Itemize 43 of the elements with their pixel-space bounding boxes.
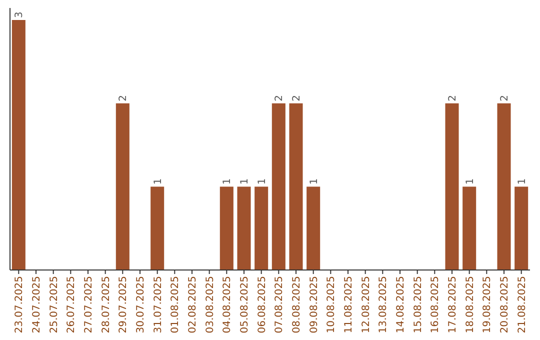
x-tick-label: 30.07.2025 [136, 276, 146, 334]
data-label: 3 [14, 12, 26, 18]
x-tick-label: 19.08.2025 [482, 276, 494, 334]
x-tick-label: 05.08.2025 [240, 276, 250, 334]
data-label: 2 [448, 94, 458, 102]
data-label: 1 [222, 178, 234, 185]
x-tick-label: 12.08.2025 [360, 276, 372, 334]
x-tick-label: 31.07.2025 [152, 276, 164, 334]
x-tick-label: 13.08.2025 [378, 276, 390, 334]
x-tick-label: 14.08.2025 [396, 276, 406, 334]
x-tick-label: 25.07.2025 [48, 276, 60, 334]
x-tick-label: 11.08.2025 [344, 276, 354, 334]
x-tick-label: 26.07.2025 [66, 276, 78, 334]
x-tick-label: 08.08.2025 [292, 276, 302, 334]
x-tick-label: 16.08.2025 [430, 276, 442, 334]
x-tick-label: 06.08.2025 [256, 276, 268, 334]
x-tick-label: 07.08.2025 [274, 276, 286, 334]
x-tick-label: 17.08.2025 [448, 276, 458, 334]
data-label: 1 [308, 178, 320, 185]
x-tick-label: 29.07.2025 [118, 276, 130, 334]
data-label: 2 [500, 94, 510, 102]
x-tick-label: 04.08.2025 [222, 276, 234, 334]
x-tick-label: 15.08.2025 [412, 276, 424, 334]
data-label: 1 [152, 178, 164, 185]
x-tick-label: 03.08.2025 [204, 276, 216, 334]
x-tick-label: 24.07.2025 [32, 276, 42, 334]
x-tick-label: 10.08.2025 [326, 276, 338, 334]
x-tick-label: 28.07.2025 [100, 276, 112, 334]
x-tick-label: 01.08.2025 [170, 276, 182, 334]
x-tick-label: 09.08.2025 [308, 276, 320, 334]
data-label: 2 [292, 94, 302, 102]
data-label: 1 [516, 178, 528, 185]
x-tick-label: 21.08.2025 [516, 276, 528, 334]
data-label: 1 [240, 178, 250, 185]
x-tick-label: 27.07.2025 [84, 276, 94, 334]
data-label: 1 [464, 178, 476, 185]
x-tick-label: 02.08.2025 [188, 276, 198, 334]
data-label: 2 [274, 94, 286, 102]
x-tick-label: 20.08.2025 [500, 276, 510, 334]
x-tick-label: 18.08.2025 [464, 276, 476, 334]
x-tick-label: 23.07.2025 [14, 276, 26, 334]
data-label: 2 [118, 94, 130, 102]
data-label: 1 [256, 178, 268, 185]
